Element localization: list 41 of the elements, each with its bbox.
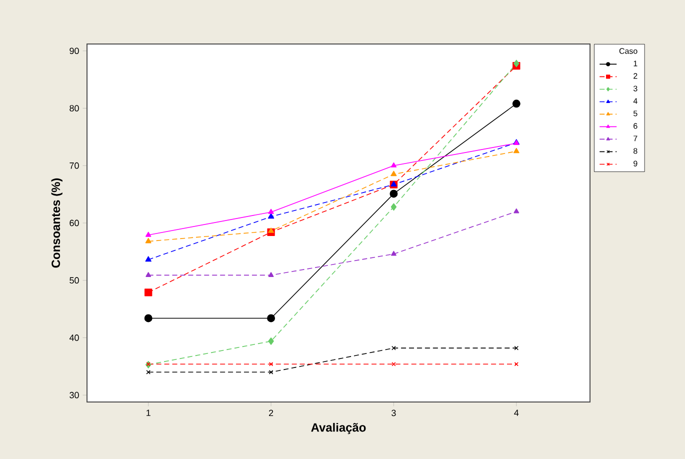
point [514,362,518,366]
point [268,337,274,345]
y-tick-label: 50 [70,277,79,284]
x-tick-label: 3 [392,410,396,416]
point [513,148,520,154]
y-tick-label: 80 [70,105,79,112]
point [514,60,520,68]
y-tick-label: 70 [70,162,79,169]
point [514,346,519,350]
x-tick-label: 2 [268,410,274,416]
y-tick-label: 30 [70,392,79,398]
point [145,238,152,244]
point [390,203,397,211]
point [144,314,152,322]
point [512,100,520,108]
point [268,228,274,233]
point [390,170,397,176]
point [146,370,151,374]
y-tick-label: 90 [70,48,79,54]
point [392,362,396,366]
point [268,213,274,219]
x-tick-label: 4 [514,410,519,416]
x-axis-title: Avaliação [311,422,366,434]
point [144,288,152,296]
point [145,232,152,237]
point [268,272,274,277]
y-tick-label: 40 [69,334,79,341]
point [145,256,152,262]
point [268,208,274,214]
point [390,250,396,256]
point [392,346,396,350]
y-tick-label: 60 [70,220,79,226]
point [390,162,397,168]
point [267,314,276,322]
point [268,370,274,374]
y-axis-title: Consoantes (%) [51,178,62,268]
point [268,362,274,366]
point [514,208,520,214]
x-tick-label: 1 [146,410,150,416]
point [146,272,152,277]
point [390,190,398,198]
